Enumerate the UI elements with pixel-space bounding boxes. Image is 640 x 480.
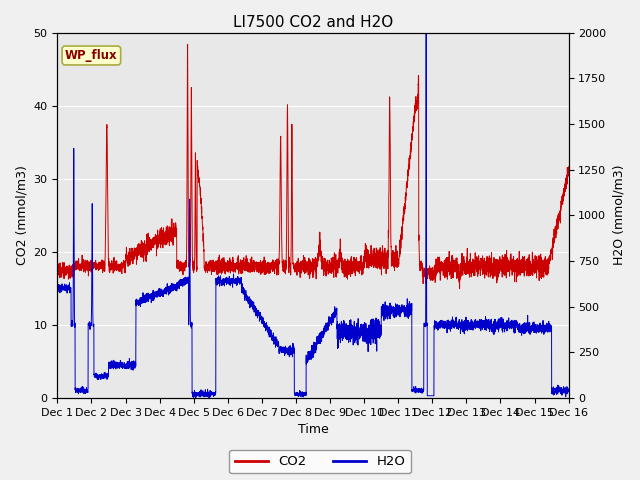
H2O: [422, 30, 430, 36]
CO2: [145, 242, 153, 248]
H2O: [456, 331, 464, 336]
Y-axis label: H2O (mmol/m3): H2O (mmol/m3): [612, 165, 625, 265]
Y-axis label: CO2 (mmol/m3): CO2 (mmol/m3): [15, 165, 28, 265]
Title: LI7500 CO2 and H2O: LI7500 CO2 and H2O: [233, 15, 393, 30]
CO2: [428, 272, 435, 277]
H2O: [145, 291, 153, 297]
H2O: [428, 393, 435, 398]
Line: CO2: CO2: [58, 44, 568, 288]
H2O: [192, 395, 200, 401]
CO2: [456, 268, 464, 274]
CO2: [456, 286, 463, 291]
Legend: CO2, H2O: CO2, H2O: [229, 450, 411, 473]
Line: H2O: H2O: [58, 33, 568, 398]
H2O: [399, 304, 407, 310]
H2O: [564, 389, 572, 395]
Text: WP_flux: WP_flux: [65, 49, 118, 62]
CO2: [184, 41, 191, 47]
CO2: [294, 261, 301, 267]
X-axis label: Time: Time: [298, 423, 328, 436]
CO2: [564, 168, 572, 173]
CO2: [399, 217, 407, 223]
H2O: [564, 386, 572, 392]
CO2: [54, 267, 61, 273]
H2O: [54, 284, 61, 290]
H2O: [294, 391, 301, 397]
CO2: [564, 168, 572, 174]
